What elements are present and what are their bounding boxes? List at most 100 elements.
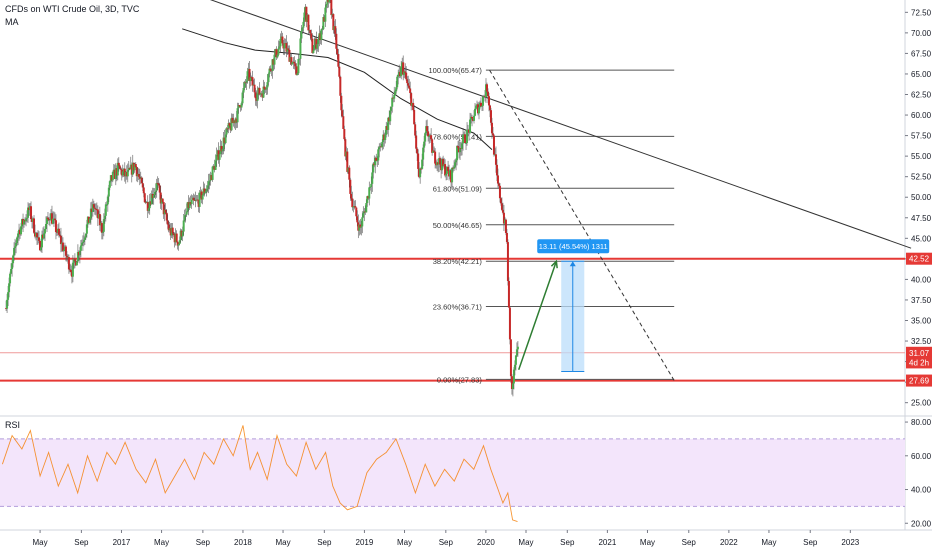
candle-body: [325, 4, 328, 8]
candle-body: [486, 91, 489, 97]
candle-body: [368, 187, 371, 199]
candle-body: [315, 38, 318, 49]
price-tick-label: 35.00: [911, 316, 932, 325]
candle-body: [295, 66, 298, 76]
candle-body: [343, 129, 346, 140]
candle-body: [293, 61, 296, 64]
candle: [509, 339, 512, 383]
candle-body: [98, 214, 101, 226]
candle-body: [218, 154, 221, 160]
candle: [343, 125, 346, 141]
candle-body: [253, 84, 256, 93]
candle-body: [224, 134, 227, 144]
candle: [301, 27, 304, 35]
price-tick-label: 55.00: [911, 152, 932, 161]
candle: [140, 176, 143, 184]
candle: [192, 193, 195, 206]
candle-body: [352, 206, 355, 208]
fib-level-label: 50.00%(46.65): [433, 221, 483, 230]
candle-body: [389, 110, 392, 122]
candle: [88, 217, 91, 225]
candle-body: [478, 107, 481, 114]
candle: [227, 119, 230, 134]
candle-body: [81, 242, 84, 243]
candle-body: [185, 211, 188, 215]
time-tick-label: 2021: [598, 538, 616, 547]
candle-body: [141, 183, 144, 188]
candle-body: [243, 82, 246, 88]
candle: [298, 58, 301, 65]
candle: [268, 66, 271, 78]
candle: [514, 355, 517, 371]
candle-body: [50, 213, 53, 224]
candle-body: [126, 170, 129, 177]
candle-body: [96, 209, 99, 219]
candle: [25, 214, 28, 227]
candle-body: [302, 21, 305, 28]
ma-legend[interactable]: MA: [5, 17, 19, 27]
candle: [516, 341, 519, 357]
candle-body: [404, 71, 407, 73]
candle-body: [231, 117, 234, 123]
candle-body: [469, 119, 472, 133]
candle-body: [506, 242, 509, 281]
candle: [408, 78, 411, 90]
candle: [9, 271, 12, 287]
candle-body: [349, 179, 352, 194]
candle-body: [375, 157, 378, 161]
candle-body: [102, 219, 105, 232]
candle-body: [489, 110, 492, 123]
rsi-tick-label: 20.00: [911, 519, 932, 528]
price-candles: [5, 0, 519, 397]
candle: [433, 146, 436, 153]
candle-body: [36, 233, 39, 238]
candle-body: [150, 193, 153, 205]
candle-body: [193, 200, 196, 201]
candle-body: [33, 218, 36, 233]
time-tick-label: 2017: [113, 538, 131, 547]
candle-body: [459, 148, 462, 153]
time-tick-label: May: [33, 538, 48, 547]
candle: [67, 254, 70, 274]
candle-body: [501, 209, 504, 213]
price-tick-label: 65.00: [911, 70, 932, 79]
candle-body: [421, 159, 424, 169]
candle-body: [439, 158, 442, 165]
candle-body: [393, 94, 396, 99]
price-badge-label: 27.69: [909, 377, 930, 386]
candle: [427, 126, 430, 142]
candle-body: [494, 154, 497, 165]
candle-body: [409, 88, 412, 94]
time-tick-label: 2022: [720, 538, 738, 547]
rsi-tick-label: 40.00: [911, 486, 932, 495]
candle-body: [101, 231, 104, 233]
candle-body: [427, 131, 430, 137]
candle-body: [311, 38, 314, 54]
candle-body: [43, 228, 46, 234]
candle-body: [12, 255, 15, 264]
price-badge-label: 4d 2h: [909, 358, 929, 367]
candle: [474, 102, 477, 117]
candle-body: [342, 116, 345, 130]
candle-body: [360, 226, 363, 228]
time-tick-label: Sep: [560, 538, 575, 547]
candle-body: [336, 48, 339, 55]
candle: [430, 128, 433, 141]
candle-body: [376, 160, 379, 162]
candle: [135, 166, 138, 182]
candle-body: [249, 77, 252, 82]
candle: [193, 194, 196, 201]
candle-body: [155, 182, 158, 191]
candle-body: [346, 151, 349, 172]
candle-body: [48, 219, 51, 221]
candle-body: [27, 207, 30, 218]
candle: [286, 41, 289, 55]
candle-body: [403, 71, 406, 75]
rsi-legend[interactable]: RSI: [5, 420, 21, 430]
candle-body: [190, 200, 193, 205]
candle-body: [455, 160, 458, 163]
candle: [414, 122, 417, 139]
price-tick-label: 62.50: [911, 91, 932, 100]
